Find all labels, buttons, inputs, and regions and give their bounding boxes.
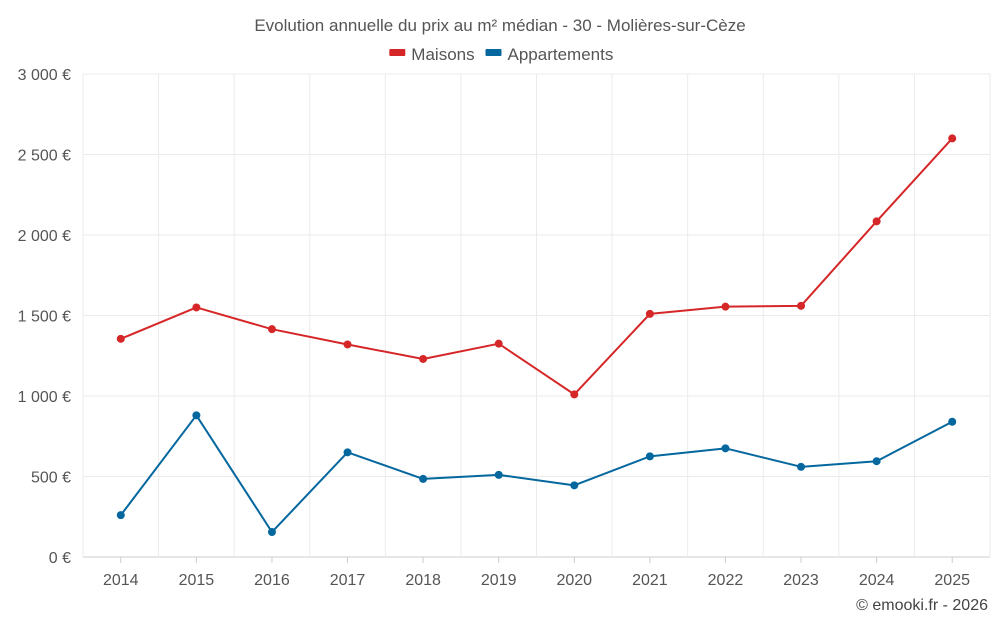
data-point[interactable] — [570, 481, 579, 490]
data-point[interactable] — [343, 340, 352, 349]
data-point[interactable] — [948, 134, 957, 143]
y-tick-label: 1 500 € — [18, 309, 71, 326]
data-point[interactable] — [797, 301, 806, 310]
y-tick-label: 2 000 € — [18, 228, 71, 245]
series-line — [120, 137, 953, 396]
y-tick-label: 2 500 € — [18, 148, 71, 165]
chart-title: Evolution annuelle du prix au m² médian … — [254, 16, 745, 35]
series-appartements — [116, 411, 957, 537]
data-point[interactable] — [343, 448, 352, 457]
x-tick-label: 2018 — [405, 572, 441, 589]
legend-item-appartements[interactable]: Appartements — [485, 45, 614, 64]
data-point[interactable] — [721, 302, 730, 311]
data-point[interactable] — [192, 303, 201, 312]
x-tick-label: 2014 — [103, 572, 139, 589]
x-tick-label: 2019 — [481, 572, 517, 589]
data-point[interactable] — [645, 452, 654, 461]
data-point[interactable] — [645, 309, 654, 318]
legend: Maisons Appartements — [389, 45, 613, 64]
grid-lines — [82, 73, 991, 558]
data-point[interactable] — [267, 325, 276, 334]
series-maisons — [116, 134, 957, 399]
legend-swatch — [389, 49, 406, 56]
data-point[interactable] — [116, 334, 125, 343]
x-tick-label: 2017 — [330, 572, 366, 589]
legend-label: Appartements — [508, 45, 614, 64]
x-tick-label: 2020 — [556, 572, 592, 589]
data-point[interactable] — [948, 417, 957, 426]
x-tick-label: 2015 — [179, 572, 215, 589]
data-point[interactable] — [267, 528, 276, 537]
x-tick-label: 2024 — [859, 572, 895, 589]
data-point[interactable] — [872, 217, 881, 226]
legend-label: Maisons — [411, 45, 474, 64]
y-tick-label: 3 000 € — [18, 67, 71, 84]
x-tick-label: 2025 — [934, 572, 970, 589]
data-point[interactable] — [494, 470, 503, 479]
x-tick-label: 2021 — [632, 572, 668, 589]
data-point[interactable] — [192, 411, 201, 420]
x-tick-label: 2016 — [254, 572, 290, 589]
series-line — [119, 414, 953, 534]
data-point[interactable] — [116, 511, 125, 520]
data-point[interactable] — [494, 339, 503, 348]
credit-text: © emooki.fr - 2026 — [856, 597, 988, 614]
y-axis: 0 € 500 € 1 000 € 1 500 € 2 000 € 2 500 € 3 00… — [18, 67, 71, 567]
y-tick-label: 0 € — [49, 550, 71, 567]
data-point[interactable] — [419, 474, 428, 483]
data-point[interactable] — [797, 462, 806, 471]
legend-swatch — [485, 49, 502, 56]
data-point[interactable] — [419, 354, 428, 363]
data-point[interactable] — [570, 390, 579, 399]
y-tick-label: 500 € — [31, 470, 71, 487]
series-group — [116, 134, 957, 537]
legend-item-maisons[interactable]: Maisons — [389, 45, 475, 64]
data-point[interactable] — [721, 444, 730, 453]
x-tick-label: 2022 — [708, 572, 744, 589]
data-point[interactable] — [872, 457, 881, 466]
x-axis: 2014 2015 2016 2017 2018 2019 2020 2021 2022 2023… — [103, 557, 970, 589]
x-tick-label: 2023 — [783, 572, 819, 589]
y-tick-label: 1 000 € — [18, 389, 71, 406]
